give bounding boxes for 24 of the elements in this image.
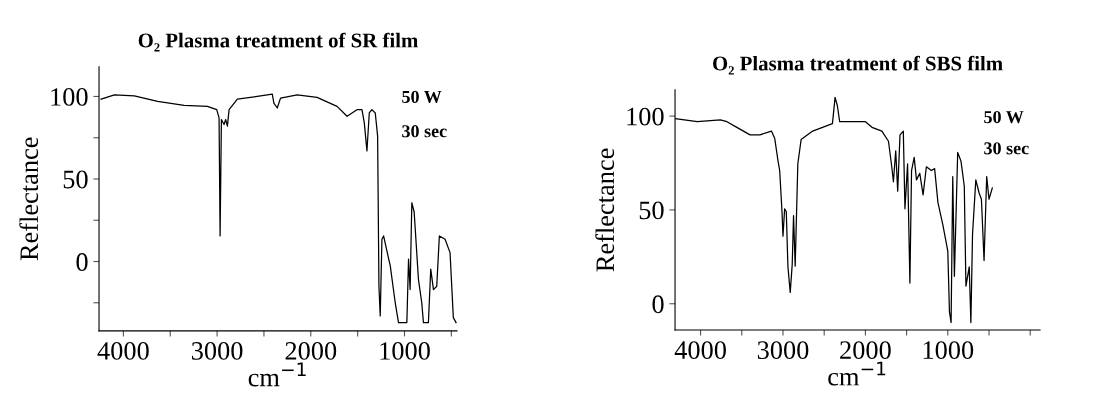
y-tick-label: 50: [639, 201, 664, 220]
y-axis-title: Reflectance: [595, 148, 615, 272]
x-tick-label: 1000: [923, 341, 974, 359]
chart-title: O₂ Plasma treatment of SR film: [138, 32, 418, 52]
x-axis-title: cm$^{−1}$: [248, 362, 306, 387]
annotation: 30 sec: [402, 125, 447, 138]
x-tick-label: 4000: [97, 342, 149, 360]
x-tick-label: 2000: [840, 341, 891, 359]
y-tick-label: 100: [51, 88, 88, 106]
y-tick-label: 0: [76, 253, 88, 271]
annotation: 50 W: [402, 90, 442, 104]
x-tick-label: 3000: [191, 342, 243, 360]
x-tick-label: 1000: [380, 342, 430, 360]
x-tick-label: 3000: [757, 341, 809, 359]
chart-title: O₂ Plasma treatment of SBS film: [713, 55, 1003, 75]
annotation: 30 sec: [984, 142, 1029, 155]
y-tick-label: 100: [627, 107, 664, 126]
x-tick-label: 2000: [285, 342, 337, 360]
y-axis-title: Reflectance: [19, 137, 39, 261]
y-tick-label: 0: [652, 295, 664, 314]
x-tick-label: 4000: [674, 341, 726, 359]
y-tick-label: 50: [63, 170, 88, 189]
x-axis-title: cm$^{−1}$: [828, 361, 886, 386]
annotation: 50 W: [984, 110, 1024, 124]
